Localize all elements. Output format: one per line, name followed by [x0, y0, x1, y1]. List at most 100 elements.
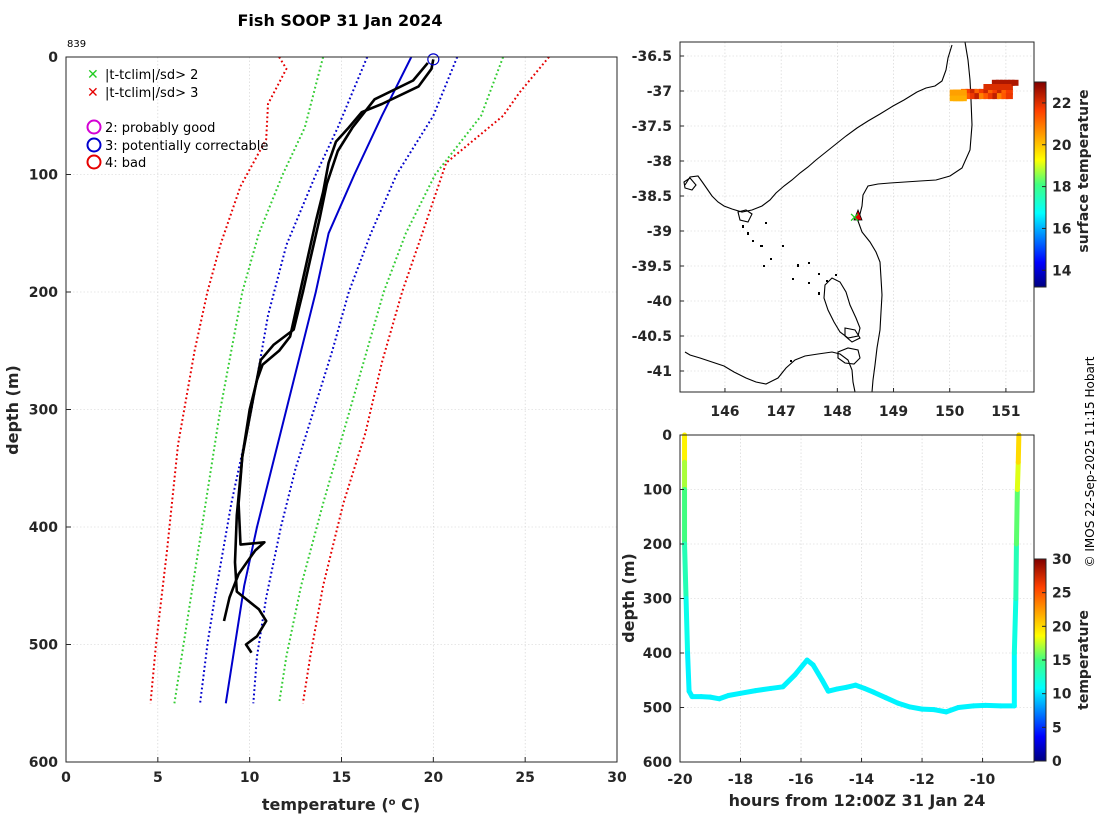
depth-time-segment [683, 596, 691, 656]
sst-cell [959, 89, 967, 96]
x-tick-label: 15 [332, 770, 351, 786]
flinders-island [823, 277, 861, 339]
sst-cell [959, 95, 967, 102]
sst-cell [965, 93, 973, 100]
depth-time-segment [955, 703, 976, 710]
map-island-dots [742, 222, 837, 362]
profile-line [233, 59, 435, 654]
time-tick-label: -18 [728, 772, 753, 788]
lat-tick-label: -37.5 [632, 119, 672, 135]
green-x-icon: ✕ [849, 211, 860, 226]
time-xlabel: hours from 12:00Z 31 Jan 24 [729, 791, 986, 810]
credit-text: © IMOS 22-Sep-2025 11:15 Hobart [1083, 356, 1097, 567]
x-tick-label: 30 [607, 770, 627, 786]
depth-time-segment [1013, 541, 1019, 601]
sst-cell [978, 93, 986, 100]
climatology-line [301, 56, 550, 704]
time-ticks: -20 -18 -16 -14 -12 -10 0 100 200 300 400 500 600 [643, 428, 996, 788]
sst-cell [992, 84, 1000, 90]
sst-cell [992, 88, 1000, 95]
blue-circle-icon [86, 137, 102, 153]
y-tick-label: 500 [29, 638, 58, 654]
sst-cell [1011, 79, 1019, 86]
coastline [683, 41, 973, 393]
sst-cell [996, 88, 1004, 95]
sst-cell [969, 93, 977, 100]
y-tick-label: 0 [48, 50, 58, 66]
lat-tick-label: -37 [647, 84, 672, 100]
temperature-colorbar-label: temperature [1076, 610, 1092, 710]
sst-cell [974, 93, 982, 100]
legend-item-probably-good: 2: probably good [86, 119, 215, 136]
depth-tick-label: 100 [643, 483, 672, 499]
profile-location-marker: ✕ [849, 208, 863, 226]
climatology-line [278, 56, 505, 704]
time-tick-label: -16 [788, 772, 813, 788]
temperature-tick-label: 10 [1052, 687, 1072, 703]
profile-ylabel: depth (m) [3, 365, 22, 455]
sst-tick-label: 18 [1052, 180, 1071, 196]
time-ylabel: depth (m) [619, 553, 638, 643]
lat-tick-label: -38 [647, 154, 672, 170]
lat-tick-label: -39 [647, 224, 672, 240]
depth-time-segment [1013, 487, 1020, 547]
profile-series [149, 56, 550, 704]
sst-cell [999, 79, 1007, 86]
surface-temperature-track [949, 79, 1019, 102]
island-small [844, 327, 861, 343]
x-tick-label: 5 [153, 770, 163, 786]
sst-tick-label: 20 [1052, 138, 1072, 154]
green-x-icon: ✕ [87, 67, 99, 83]
sst-cell [969, 88, 977, 95]
sst-cell [983, 93, 991, 100]
sst-cell [987, 93, 995, 100]
sst-colorbar-ticks: 14 16 18 20 22 [1042, 96, 1072, 279]
temperature-tick-label: 20 [1052, 619, 1072, 635]
x-tick-label: 25 [515, 770, 534, 786]
temperature-colorbar [1034, 559, 1046, 761]
lat-tick-label: -40.5 [632, 329, 672, 345]
legend-label: 3: potentially correctable [105, 139, 268, 154]
legend-label: 4: bad [105, 156, 146, 171]
profile-line [222, 62, 429, 622]
depth-tick-label: 600 [643, 755, 672, 771]
x-tick-label: 20 [424, 770, 444, 786]
lon-tick-label: 150 [935, 404, 964, 420]
red-triangle-icon [853, 208, 863, 221]
sst-cell [992, 93, 1000, 100]
depth-time-segment [780, 672, 798, 690]
depth-time-segment [682, 541, 689, 601]
climatology-line [199, 56, 369, 704]
depth-tick-label: 300 [643, 592, 672, 608]
profile-id: 839 [67, 39, 86, 50]
lat-tick-label: -41 [647, 364, 672, 380]
temperature-tick-label: 5 [1052, 720, 1062, 736]
red-circle-icon [86, 154, 102, 170]
sst-cell [1005, 93, 1013, 100]
y-tick-label: 200 [29, 285, 58, 301]
lat-tick-label: -40 [647, 294, 673, 310]
sst-cell [1001, 93, 1009, 100]
sst-cell [1003, 79, 1011, 86]
lon-tick-label: 148 [823, 404, 852, 420]
profile-xlabel: temperature (o C) [262, 795, 420, 814]
legend-item-bad: 4: bad [86, 154, 146, 171]
temperature-tick-label: 30 [1052, 552, 1072, 568]
climatology-line [173, 56, 325, 704]
temperature-tick-label: 15 [1052, 653, 1071, 669]
profile-grid [65, 56, 618, 763]
magenta-circle-icon [86, 119, 102, 135]
island-king [683, 177, 697, 191]
lat-tick-label: -38.5 [632, 189, 672, 205]
depth-tick-label: 400 [643, 646, 672, 662]
sst-tick-label: 14 [1052, 263, 1072, 279]
sst-cell [996, 84, 1004, 90]
island-wp [737, 209, 753, 223]
lon-tick-label: 146 [710, 404, 739, 420]
y-tick-label: 600 [29, 755, 58, 771]
depth-time-segment [738, 688, 759, 696]
sst-cell [1001, 88, 1009, 95]
flag-marker [427, 53, 440, 66]
sst-cell [983, 88, 991, 95]
